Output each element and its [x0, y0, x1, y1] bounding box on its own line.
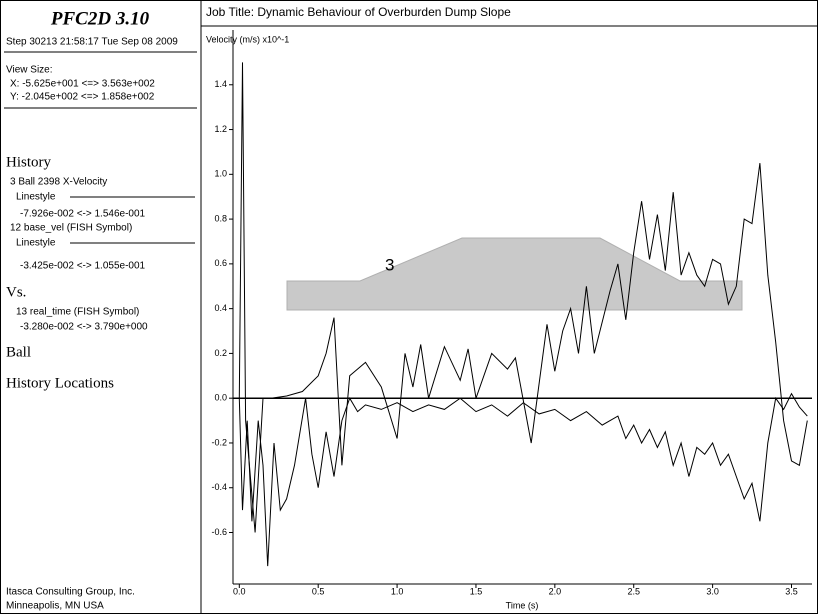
range: -7.926e-002 <-> 1.546e-001 [20, 209, 146, 220]
y-tick-label: 0.0 [214, 393, 227, 403]
ball-annotation: 3 [385, 255, 394, 274]
y-tick-label: 1.2 [214, 124, 227, 134]
y-tick-label: -0.4 [211, 482, 227, 492]
x-range: -3.280e-002 <-> 3.790e+000 [20, 322, 148, 333]
y-tick-label: 0.8 [214, 213, 227, 223]
y-tick-label: -0.6 [211, 527, 227, 537]
step: Step 30213 21:58:17 Tue Sep 08 2009 [6, 37, 178, 48]
city: Minneapolis, MN USA [6, 601, 104, 612]
ball: Ball [6, 344, 31, 360]
x-tick-label: 0.5 [312, 586, 325, 596]
y-tick-label: 1.4 [214, 79, 227, 89]
range: -3.425e-002 <-> 1.055e-001 [20, 261, 146, 272]
x-tick-label: 3.0 [706, 586, 719, 596]
x-tick-label: 1.0 [391, 586, 404, 596]
series-name: 12 base_vel (FISH Symbol) [10, 223, 132, 234]
view-x: X: -5.625e+001 <=> 3.563e+002 [10, 79, 155, 90]
y-axis-label: Velocity (m/s) x10^-1 [206, 34, 289, 44]
series-name: 3 Ball 2398 X-Velocity [10, 177, 107, 188]
vs: Vs. [6, 284, 26, 300]
linestyle: Linestyle [16, 238, 56, 249]
chart-title: Job Title: Dynamic Behaviour of Overburd… [206, 5, 511, 19]
view-size: View Size: [6, 65, 53, 76]
company: Itasca Consulting Group, Inc. [6, 587, 135, 598]
x-axis-label: Time (s) [506, 600, 539, 610]
screen: PFC2D 3.10 Step 30213 21:58:17 Tue Sep 0… [0, 0, 818, 614]
y-tick-label: 0.6 [214, 258, 227, 268]
history: History [6, 154, 52, 170]
y-tick-label: 1.0 [214, 169, 227, 179]
x-tick-label: 0.0 [233, 586, 246, 596]
x-tick-label: 2.5 [627, 586, 640, 596]
x-tick-label: 3.5 [785, 586, 798, 596]
x-variable: 13 real_time (FISH Symbol) [16, 307, 139, 318]
x-tick-label: 2.0 [549, 586, 562, 596]
history-locations: History Locations [6, 375, 114, 391]
linestyle: Linestyle [16, 192, 56, 203]
app-title: PFC2D 3.10 [50, 8, 150, 29]
y-tick-label: 0.2 [214, 348, 227, 358]
y-tick-label: 0.4 [214, 303, 227, 313]
y-tick-label: -0.2 [211, 437, 227, 447]
view-y: Y: -2.045e+002 <=> 1.858e+002 [10, 92, 155, 103]
x-tick-label: 1.5 [470, 586, 483, 596]
